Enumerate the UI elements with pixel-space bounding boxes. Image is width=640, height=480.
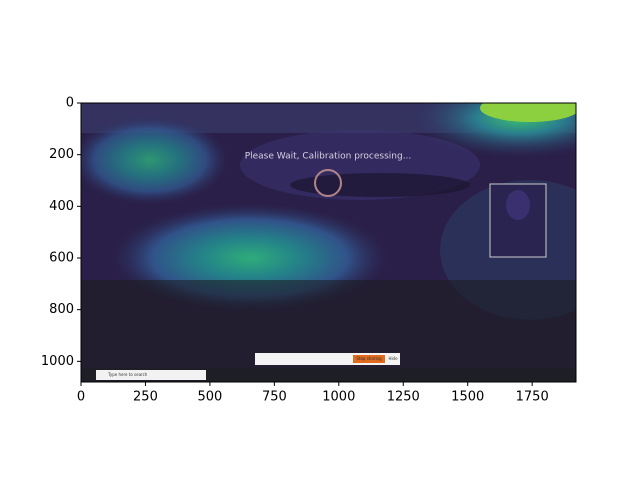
x-tick-label: 1250	[387, 390, 420, 405]
x-tick-label: 1000	[322, 390, 355, 405]
x-tick-label: 750	[262, 390, 287, 405]
annotation: Please Wait, Calibration processing...	[245, 152, 412, 162]
annotation: Hide	[388, 356, 398, 361]
y-tick-label: 800	[49, 302, 74, 317]
x-tick-label: 1500	[451, 390, 484, 405]
x-tick-label: 250	[133, 390, 158, 405]
axes-frame	[80, 102, 577, 383]
screenshot-image: Please Wait, Calibration processing... Ty…	[81, 103, 576, 382]
annotation: Type here to search	[107, 372, 148, 377]
y-tick-label: 600	[49, 251, 74, 266]
x-tick-label: 0	[77, 390, 85, 405]
y-tick-label: 200	[49, 147, 74, 162]
y-tick-label: 1000	[41, 354, 74, 369]
y-tick-label: 0	[66, 96, 74, 111]
annotation: Stop sharing	[356, 356, 382, 361]
x-tick-label: 500	[197, 390, 222, 405]
x-tick-label: 1750	[516, 390, 549, 405]
y-tick-label: 400	[49, 199, 74, 214]
